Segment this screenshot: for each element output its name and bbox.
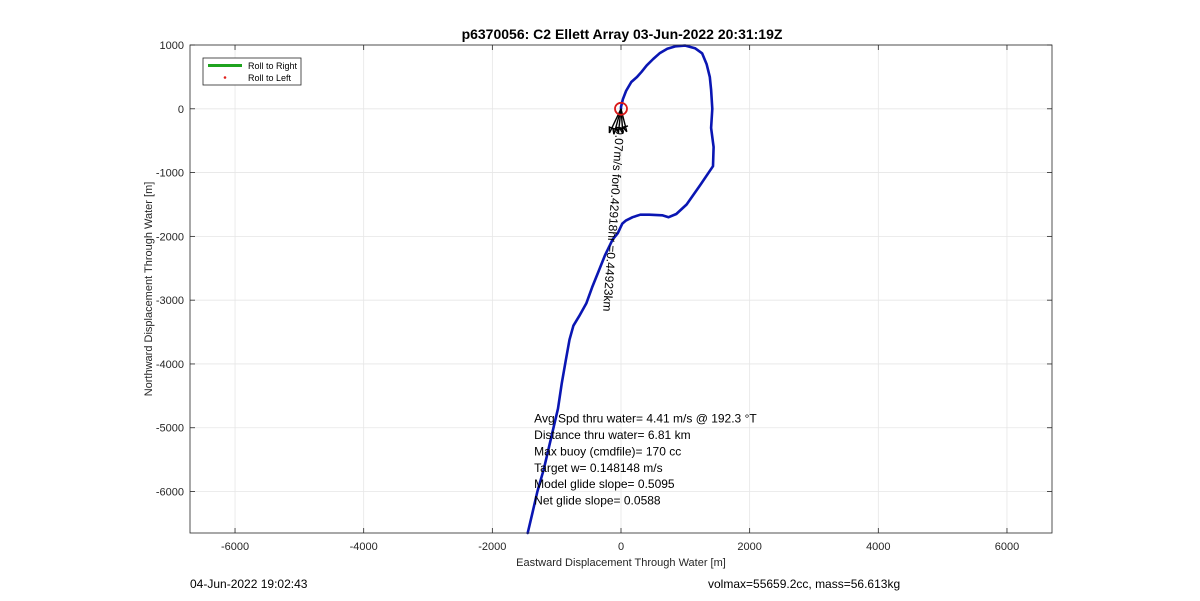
legend-box <box>202 57 302 86</box>
y-tick-label: -4000 <box>156 359 184 371</box>
depth-average-label: 0.07m/s for0.42918hr =0.44923km <box>600 128 627 312</box>
track-line <box>526 44 715 535</box>
y-tick-label: 0 <box>178 104 184 116</box>
current-arrow-head <box>612 127 619 135</box>
axis-ticks: -6000 -4000 -2000 0 2000 4000 6000 1000 0 -1000 -2… <box>156 40 1052 553</box>
x-tick-label: -6000 <box>221 541 249 553</box>
y-tick-label: -2000 <box>156 231 184 243</box>
legend-swatch-dot <box>223 76 227 79</box>
legend-label: Roll to Left <box>248 73 292 83</box>
current-arrow-head <box>615 126 622 134</box>
x-tick-label: 0 <box>618 541 624 553</box>
y-tick-label: -1000 <box>156 168 184 180</box>
stats-line: Distance thru water= 6.81 km <box>534 428 690 442</box>
x-tick-label: 6000 <box>995 541 1019 553</box>
grid <box>190 44 1052 533</box>
legend-label: Roll to Right <box>248 61 298 71</box>
x-tick-label: 4000 <box>866 541 890 553</box>
stats-line: Model glide slope= 0.5095 <box>534 477 675 491</box>
y-tick-label: 1000 <box>160 40 184 52</box>
legend: Roll to Right Roll to Left <box>202 57 302 86</box>
y-tick-label: -6000 <box>156 487 184 499</box>
series-layer <box>526 44 715 535</box>
current-arrow <box>620 108 628 132</box>
current-arrow-head <box>621 125 629 133</box>
y-axis-label: Northward Displacement Through Water [m] <box>143 182 155 397</box>
current-arrow <box>608 108 622 134</box>
footer-volume-mass: volmax=55659.2cc, mass=56.613kg <box>708 577 901 591</box>
plot-frame <box>189 44 1053 534</box>
current-arrow <box>613 108 622 135</box>
y-tick-label: -5000 <box>156 423 184 435</box>
stats-line: Avg Spd thru water= 4.41 m/s @ 192.3 °T <box>534 412 757 426</box>
stats-line: Net glide slope= 0.0588 <box>534 494 661 508</box>
stats-line: Target w= 0.148148 m/s <box>534 461 662 475</box>
chart-title: p6370056: C2 Ellett Array 03-Jun-2022 20… <box>462 26 783 42</box>
stats-line: Max buoy (cmdfile)= 170 cc <box>534 444 681 458</box>
current-arrow <box>620 108 624 134</box>
annotation-layer: 0.07m/s for0.42918hr =0.44923km Avg Spd t… <box>534 101 757 508</box>
x-tick-label: -2000 <box>478 541 506 553</box>
start-marker <box>614 101 628 116</box>
y-tick-label: -3000 <box>156 295 184 307</box>
footer-datetime: 04-Jun-2022 19:02:43 <box>190 577 308 591</box>
current-arrow <box>617 108 622 134</box>
x-axis-label: Eastward Displacement Through Water [m] <box>516 557 726 569</box>
x-tick-label: 2000 <box>737 541 761 553</box>
x-tick-label: -4000 <box>350 541 378 553</box>
